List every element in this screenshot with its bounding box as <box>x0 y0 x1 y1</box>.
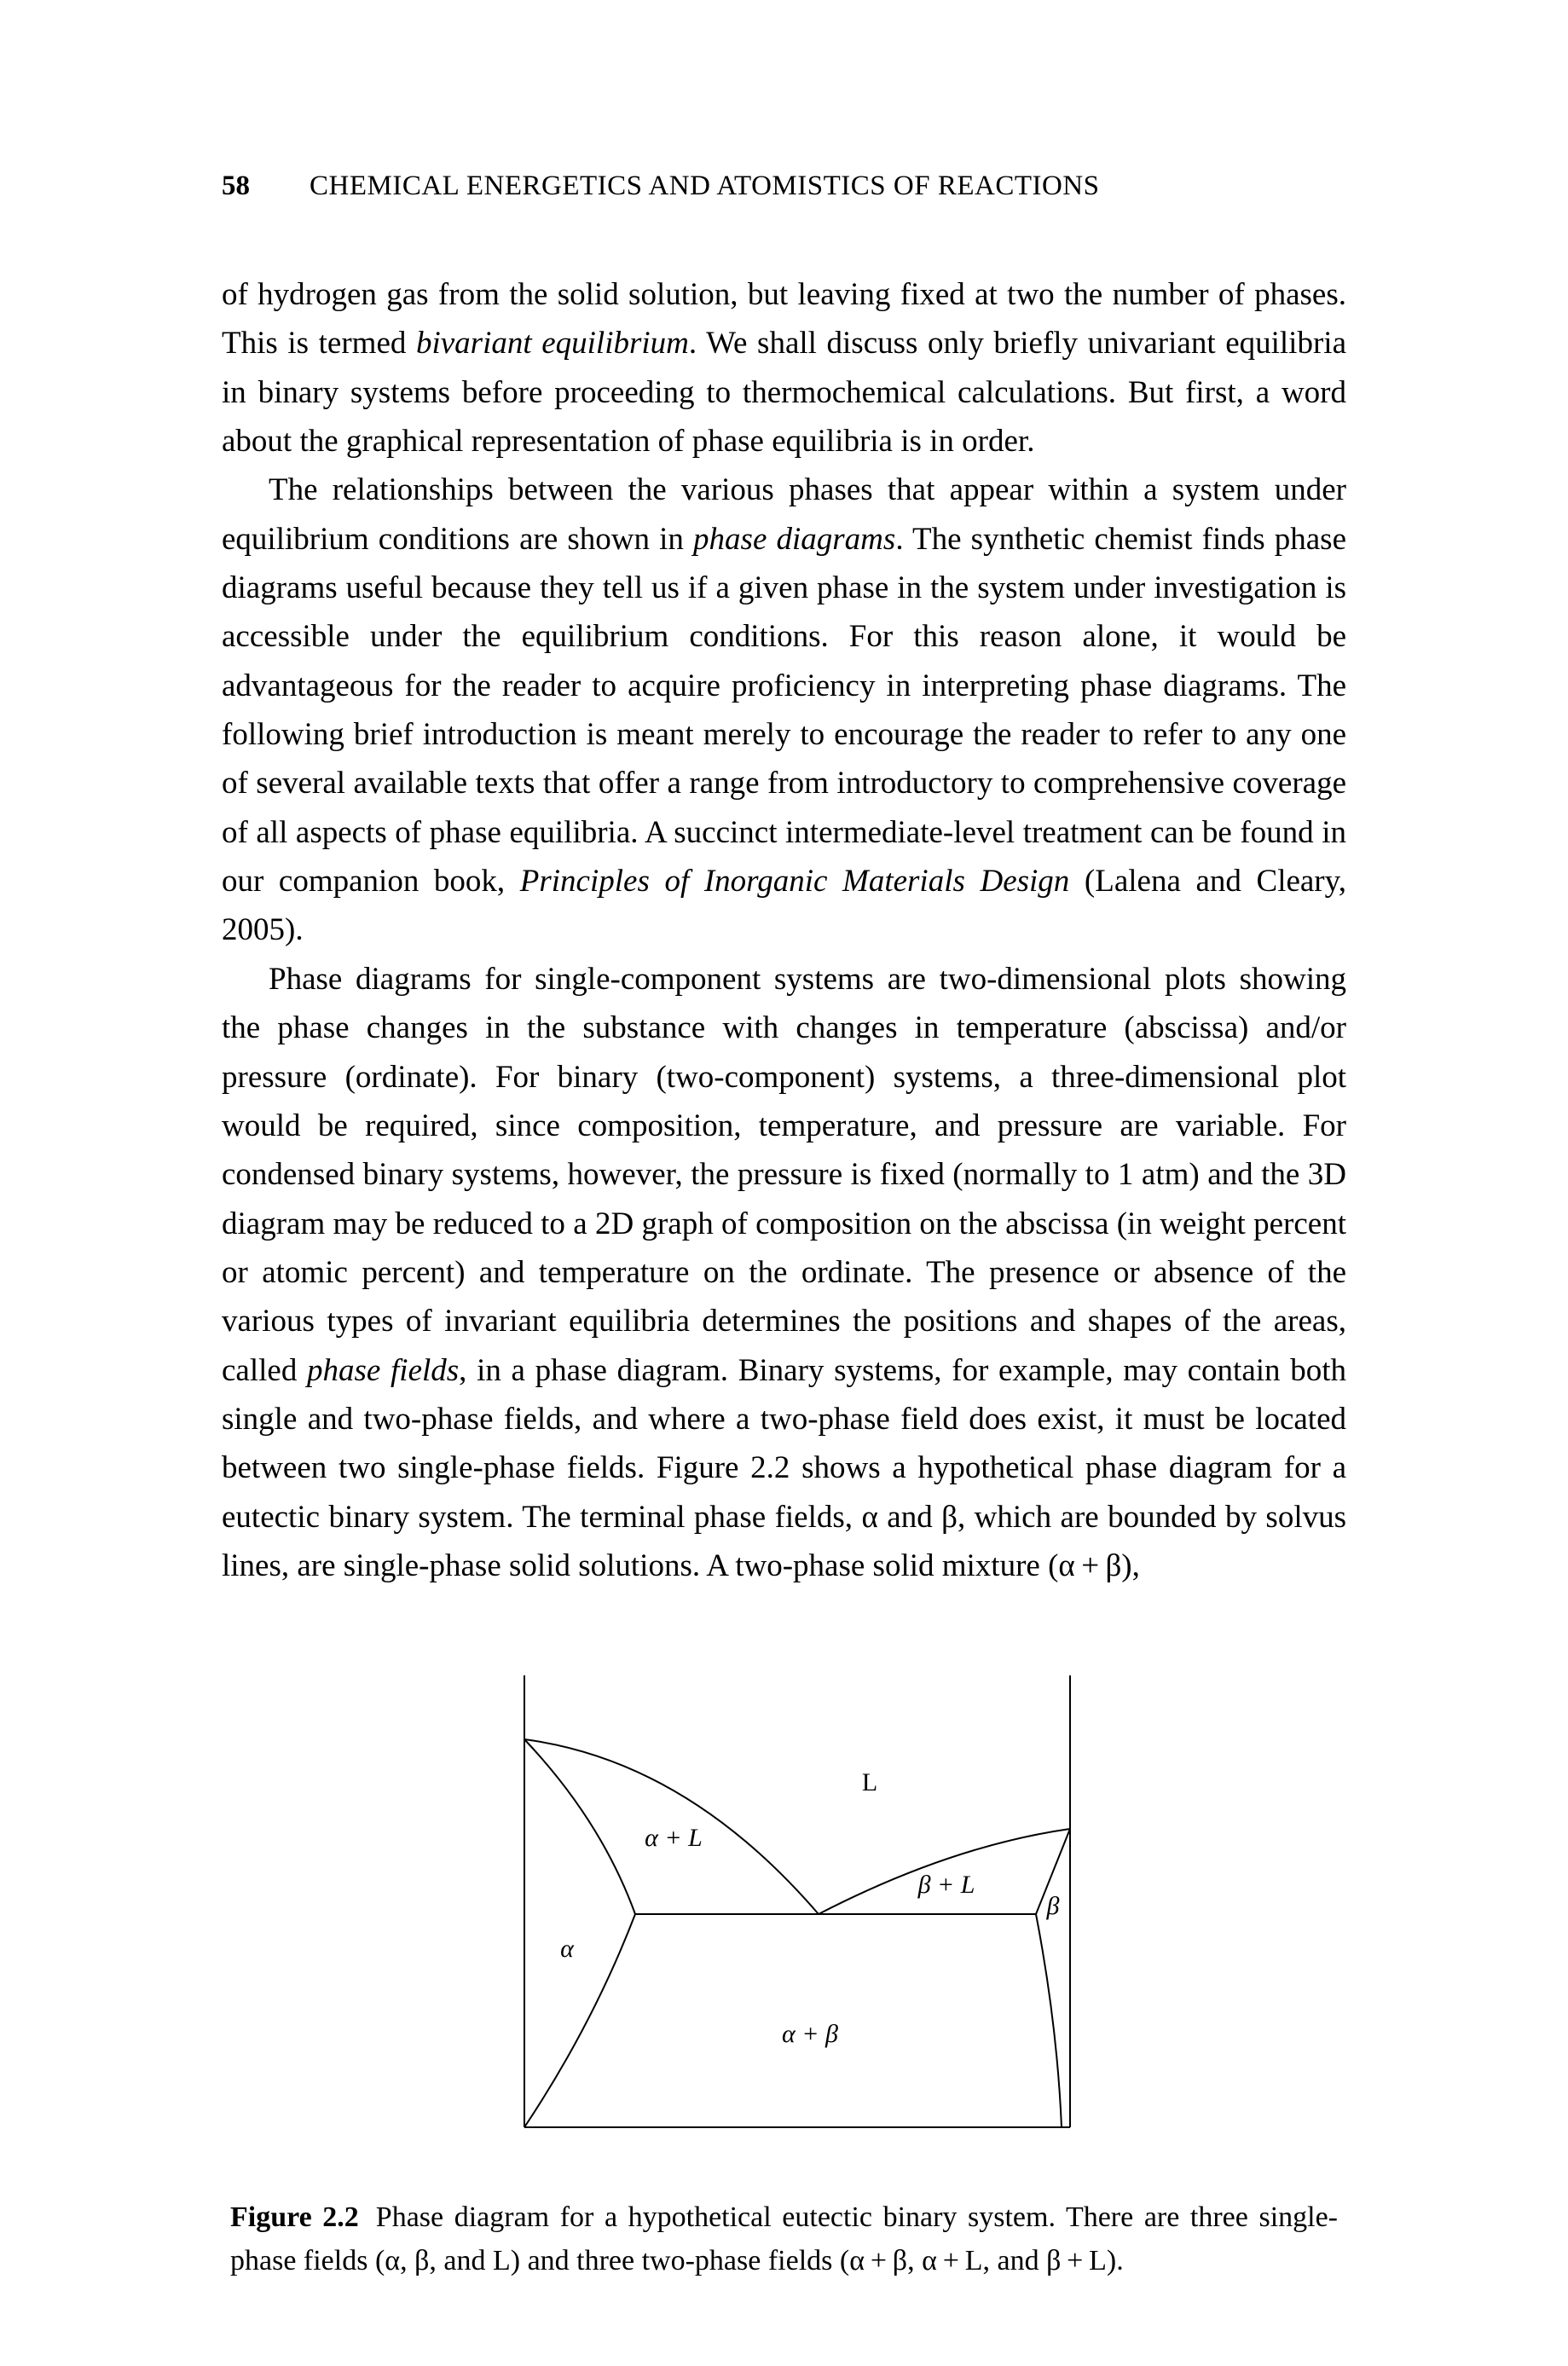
p2-italic-2: Principles of Inorganic Materials Design <box>520 864 1070 899</box>
figure-caption: Figure 2.2Phase diagram for a hypothetic… <box>222 2195 1346 2282</box>
svg-text:L: L <box>861 1768 877 1796</box>
figure-2-2: Lα + L β + L α β α + β Figure 2.2Phase diagr… <box>222 1650 1346 2282</box>
paragraph-2: The relationships between the various ph… <box>222 466 1346 954</box>
page-header: 58 CHEMICAL ENERGETICS AND ATOMISTICS OF… <box>222 171 1346 202</box>
p1-italic-1: bivariant equilibrium <box>416 326 689 361</box>
svg-text:α: α <box>560 1935 575 1963</box>
svg-text:α + β: α + β <box>782 2020 838 2048</box>
phase-diagram: Lα + L β + L α β α + β <box>473 1650 1096 2161</box>
svg-text:β + L: β + L <box>917 1871 975 1899</box>
p2-text-2: . The synthetic chemist finds phase diag… <box>222 522 1346 899</box>
page: 58 CHEMICAL ENERGETICS AND ATOMISTICS OF… <box>0 0 1568 2366</box>
caption-text: Phase diagram for a hypothetical eutecti… <box>230 2201 1338 2276</box>
svg-text:β: β <box>1045 1892 1059 1920</box>
body-text: of hydrogen gas from the solid solution,… <box>222 270 1346 1590</box>
figure-label: Figure 2.2 <box>230 2201 359 2233</box>
page-number: 58 <box>222 171 250 202</box>
p2-italic-1: phase diagrams <box>693 522 895 557</box>
p3-italic-1: phase fields <box>307 1353 459 1388</box>
chapter-title: CHEMICAL ENERGETICS AND ATOMISTICS OF RE… <box>310 171 1100 202</box>
p3-text-1: Phase diagrams for single-component syst… <box>222 962 1346 1388</box>
paragraph-1: of hydrogen gas from the solid solution,… <box>222 270 1346 466</box>
paragraph-3: Phase diagrams for single-component syst… <box>222 955 1346 1590</box>
svg-text:α + L: α + L <box>645 1824 703 1852</box>
